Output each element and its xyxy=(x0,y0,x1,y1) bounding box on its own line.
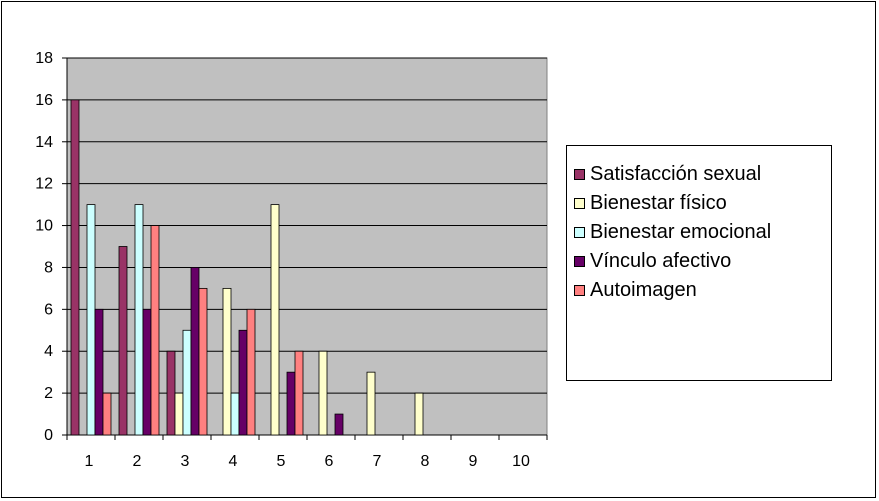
bar xyxy=(134,204,144,436)
legend-item: Bienestar emocional xyxy=(567,218,831,247)
legend-swatch xyxy=(574,256,585,267)
x-tick-label: 7 xyxy=(373,453,382,470)
legend-swatch xyxy=(574,198,585,209)
bar xyxy=(142,308,152,436)
bar xyxy=(182,329,192,436)
legend-item: Bienestar físico xyxy=(567,189,831,218)
legend-label: Bienestar físico xyxy=(590,192,727,214)
bar xyxy=(334,413,344,436)
x-tick-label: 8 xyxy=(421,453,430,470)
bar xyxy=(238,329,248,436)
legend: Satisfacción sexual Bienestar físico Biene… xyxy=(566,145,832,381)
legend-item: Vínculo afectivo xyxy=(567,247,831,276)
y-tick-label: 18 xyxy=(35,50,53,67)
bar xyxy=(118,246,128,436)
legend-swatch xyxy=(574,285,585,296)
legend-swatch xyxy=(574,227,585,238)
y-tick-label: 6 xyxy=(44,301,53,318)
bar xyxy=(174,392,184,436)
legend-swatch xyxy=(574,169,585,180)
x-tick-label: 1 xyxy=(85,453,94,470)
legend-label: Satisfacción sexual xyxy=(590,163,762,185)
bar xyxy=(198,287,208,436)
y-tick-label: 16 xyxy=(35,92,53,109)
y-tick-label: 2 xyxy=(44,385,53,402)
x-tick-label: 4 xyxy=(229,453,238,470)
bar xyxy=(318,350,328,436)
y-tick-label: 8 xyxy=(44,259,53,276)
bar xyxy=(222,287,232,436)
bar xyxy=(414,392,424,436)
y-tick-label: 12 xyxy=(35,176,53,193)
legend-label: Vínculo afectivo xyxy=(590,250,732,272)
bar xyxy=(246,308,256,436)
bar xyxy=(102,392,112,436)
bar xyxy=(294,350,304,436)
bar xyxy=(70,99,80,436)
bar xyxy=(286,371,296,436)
y-tick-label: 14 xyxy=(35,134,53,151)
x-tick-label: 9 xyxy=(469,453,478,470)
bar xyxy=(166,350,176,436)
legend-item: Autoimagen xyxy=(567,276,831,305)
bar xyxy=(94,308,104,436)
bar xyxy=(270,204,280,436)
legend-label: Bienestar emocional xyxy=(590,221,772,243)
legend-item: Satisfacción sexual xyxy=(567,160,831,189)
x-tick-label: 6 xyxy=(325,453,334,470)
x-tick-label: 2 xyxy=(133,453,142,470)
bar xyxy=(86,204,96,436)
bar xyxy=(366,371,376,436)
bar xyxy=(230,392,240,436)
x-tick-label: 3 xyxy=(181,453,190,470)
bar xyxy=(150,225,160,436)
y-tick-label: 10 xyxy=(35,218,53,235)
x-tick-label: 10 xyxy=(512,453,530,470)
y-tick-label: 0 xyxy=(44,427,53,444)
bar xyxy=(190,267,200,436)
x-tick-label: 5 xyxy=(277,453,286,470)
legend-label: Autoimagen xyxy=(590,279,697,301)
y-tick-label: 4 xyxy=(44,343,53,360)
